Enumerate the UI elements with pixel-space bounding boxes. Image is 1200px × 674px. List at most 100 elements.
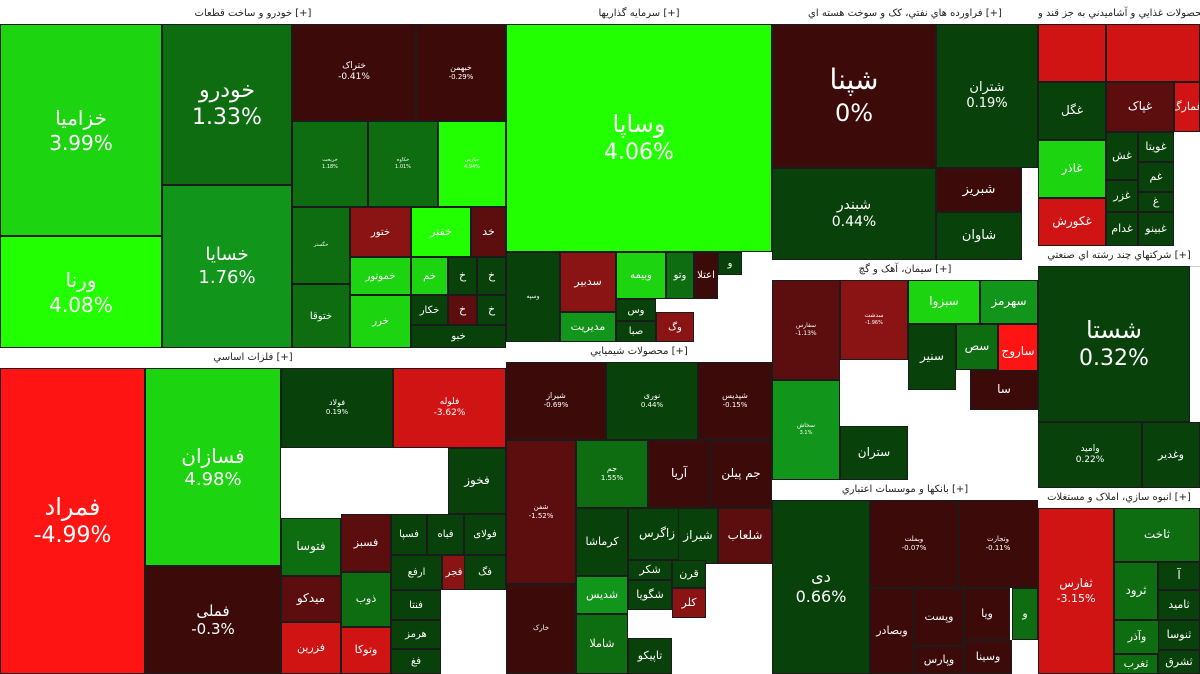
stock-tile[interactable]: شبریز <box>936 168 1022 212</box>
stock-tile[interactable]: نوری 0.44% <box>606 362 698 440</box>
stock-tile[interactable]: کرماشا <box>576 508 628 576</box>
stock-tile[interactable]: وبملت -0.07% <box>870 500 958 588</box>
sector-title[interactable]: خودرو و ساخت قطعات [+] <box>0 4 506 25</box>
stock-tile[interactable]: خارک <box>506 584 576 674</box>
stock-tile[interactable]: شگویا <box>628 580 672 610</box>
stock-tile[interactable]: خفنر <box>411 207 471 257</box>
stock-tile[interactable]: غگل <box>1038 82 1106 140</box>
stock-tile[interactable]: وبصادر <box>870 588 914 674</box>
stock-tile[interactable]: غاذر <box>1038 140 1106 198</box>
stock-tile[interactable]: فباه <box>427 514 464 555</box>
stock-tile[interactable]: شیراز -0.69% <box>506 362 606 440</box>
stock-tile[interactable]: فولای <box>464 514 506 555</box>
stock-tile[interactable]: وتو <box>666 252 694 299</box>
stock-tile[interactable]: غبینو <box>1138 212 1174 246</box>
stock-tile[interactable]: و <box>1012 588 1038 640</box>
stock-tile[interactable]: خ <box>477 295 506 325</box>
stock-tile[interactable]: فملی -0.3% <box>145 566 281 674</box>
stock-tile[interactable]: ثاخت <box>1114 508 1200 562</box>
stock-tile[interactable]: وبیمه <box>616 252 666 299</box>
stock-tile[interactable]: خبهمن -0.29% <box>416 24 506 121</box>
stock-tile[interactable]: سنیر <box>908 324 956 390</box>
stock-tile[interactable]: فگ <box>464 555 506 590</box>
stock-tile[interactable]: خم <box>411 257 448 295</box>
stock-tile[interactable]: دی 0.66% <box>772 500 870 674</box>
stock-tile[interactable]: ستران <box>840 426 908 480</box>
stock-tile[interactable]: مدیریت <box>560 312 616 342</box>
sector-title[interactable]: سيمان، آهک و گچ [+] <box>772 260 1038 281</box>
stock-tile[interactable]: قرن <box>672 560 706 588</box>
stock-tile[interactable]: غکورش <box>1038 198 1106 246</box>
stock-tile[interactable]: ثفارس -3.15% <box>1038 508 1114 674</box>
stock-tile[interactable]: ختراک -0.41% <box>292 24 416 121</box>
stock-tile[interactable]: خبو <box>411 325 506 348</box>
stock-tile[interactable]: اعتلا <box>694 252 718 299</box>
stock-tile[interactable]: ثرود <box>1114 562 1158 620</box>
stock-tile[interactable]: خ <box>477 257 506 295</box>
stock-tile[interactable]: فخوز <box>448 448 506 514</box>
stock-tile[interactable]: فتوسا <box>281 518 341 576</box>
stock-tile[interactable]: صبا <box>616 321 656 342</box>
stock-tile[interactable]: کلر <box>672 588 706 618</box>
stock-tile[interactable]: غپاک <box>1106 82 1174 132</box>
stock-tile[interactable]: ختور <box>350 207 411 257</box>
sector-title[interactable]: انبوه سازي، املاک و مستغلات [+] <box>1038 488 1200 509</box>
stock-tile[interactable]: فزرین <box>281 622 341 674</box>
stock-tile[interactable]: ذوب <box>341 572 391 627</box>
sector-title[interactable]: فراورده هاي نفتي، کک و سوخت هسته اي [+] <box>772 4 1038 25</box>
stock-tile[interactable]: شاوان <box>936 212 1022 260</box>
stock-tile[interactable]: شفن -1.52% <box>506 440 576 584</box>
stock-tile[interactable]: فنتا <box>391 590 441 620</box>
stock-tile[interactable]: وسینا <box>964 640 1012 674</box>
stock-tile[interactable]: ورنا 4.08% <box>0 236 162 348</box>
sector-title[interactable]: سرمایه گذاریها [+] <box>506 4 772 25</box>
sector-title[interactable]: محصولات غذايي و آشاميدني به جز قند و [+] <box>1038 4 1200 25</box>
stock-tile[interactable]: خگستر <box>292 207 350 284</box>
stock-tile[interactable]: غ <box>1138 192 1174 212</box>
sector-title[interactable]: فلزات اساسي [+] <box>0 348 506 369</box>
sector-title[interactable]: شرکتهاي چند رشته اي صنعتي [+] <box>1038 246 1200 267</box>
stock-tile[interactable]: خ <box>448 257 477 295</box>
stock-tile[interactable]: وپست <box>914 588 964 646</box>
stock-tile[interactable]: وامید 0.22% <box>1038 422 1142 488</box>
stock-tile[interactable]: فجر <box>442 555 466 590</box>
stock-tile[interactable]: وس <box>616 299 656 321</box>
stock-tile[interactable]: شکر <box>628 560 672 580</box>
stock-tile[interactable]: ثامید <box>1158 590 1200 620</box>
stock-tile[interactable]: غدام <box>1106 212 1138 246</box>
stock-tile[interactable]: سا <box>970 370 1038 410</box>
stock-tile[interactable]: شپنا 0% <box>772 24 936 168</box>
stock-tile[interactable]: سبزوا <box>908 280 980 324</box>
stock-tile[interactable]: خکاوه 1.01% <box>368 121 438 207</box>
stock-tile[interactable]: جم 1.55% <box>576 440 648 508</box>
stock-tile[interactable]: خد <box>471 207 506 257</box>
stock-tile[interactable]: میدکو <box>281 576 341 622</box>
stock-tile[interactable]: ارفع <box>391 555 442 590</box>
stock-tile[interactable]: ختوقا <box>292 284 350 348</box>
stock-tile[interactable]: شتران 0.19% <box>936 24 1038 168</box>
stock-tile[interactable]: ثشرق <box>1158 650 1200 674</box>
stock-tile[interactable]: وگ <box>656 312 694 342</box>
stock-tile[interactable]: وغدیر <box>1142 422 1200 488</box>
stock-tile[interactable]: شدیس <box>576 576 628 614</box>
stock-tile[interactable]: شبندر 0.44% <box>772 168 936 260</box>
stock-tile[interactable]: سفارس -1.13% <box>772 280 840 380</box>
stock-tile[interactable]: و <box>718 252 742 275</box>
stock-tile[interactable]: سهرمز <box>980 280 1038 324</box>
stock-tile[interactable]: غش <box>1106 132 1138 180</box>
stock-tile[interactable]: فسپا <box>391 514 427 555</box>
stock-tile[interactable]: خپارس 4.94% <box>438 121 506 207</box>
stock-tile[interactable]: وسپه <box>506 252 560 342</box>
stock-tile[interactable]: خسایا 1.76% <box>162 185 292 348</box>
stock-tile[interactable]: فغ <box>391 649 441 674</box>
stock-tile[interactable]: سص <box>956 324 998 370</box>
stock-tile[interactable]: فمراد -4.99% <box>0 368 145 674</box>
stock-tile[interactable]: خزامیا 3.99% <box>0 24 162 236</box>
stock-tile[interactable]: خ <box>448 295 477 325</box>
stock-tile[interactable]: غم <box>1138 162 1174 192</box>
stock-tile[interactable]: خکار <box>411 295 448 325</box>
stock-tile[interactable]: شستا 0.32% <box>1038 266 1190 422</box>
stock-tile[interactable]: خریخت 1.18% <box>292 121 368 207</box>
sector-title[interactable]: بانکها و موسسات اعتباري [+] <box>772 480 1038 501</box>
stock-tile[interactable]: وتجارت -0.11% <box>958 500 1038 588</box>
